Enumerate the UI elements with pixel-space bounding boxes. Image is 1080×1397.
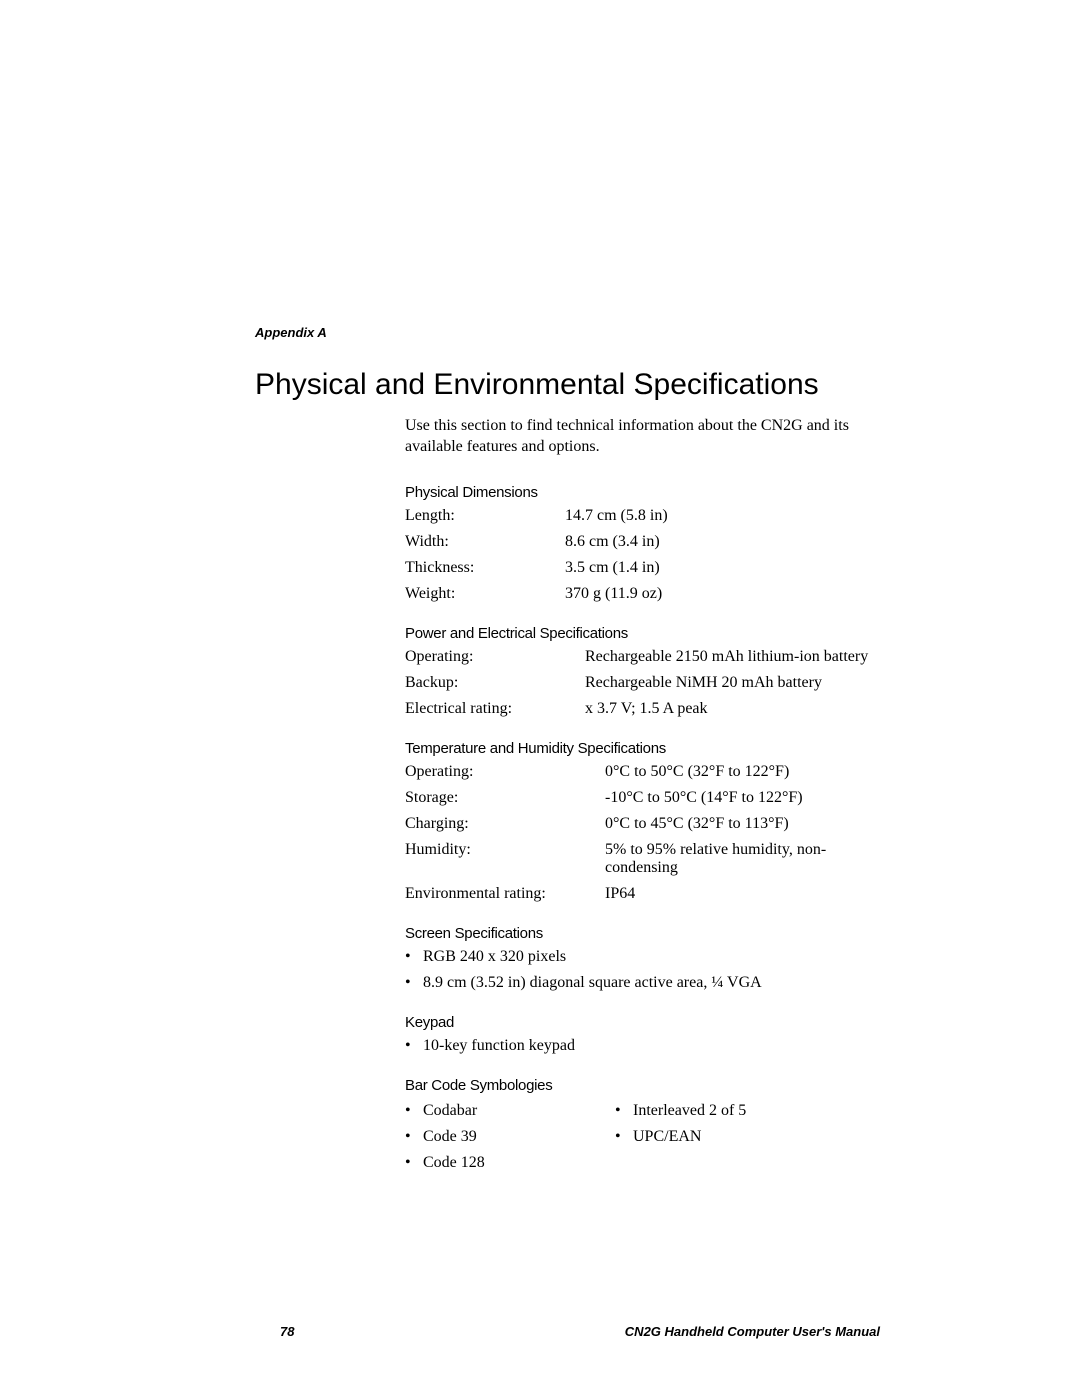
barcode-list-right: Interleaved 2 of 5 UPC/EAN	[615, 1098, 825, 1150]
spec-label: Environmental rating:	[405, 881, 605, 907]
list-item: Interleaved 2 of 5	[615, 1098, 825, 1124]
table-row: Electrical rating: x 3.7 V; 1.5 A peak	[405, 696, 868, 722]
spec-value: x 3.7 V; 1.5 A peak	[585, 696, 868, 722]
spec-label: Width:	[405, 529, 565, 555]
section-heading-power: Power and Electrical Specifications	[405, 625, 880, 642]
list-item: 10-key function keypad	[405, 1033, 880, 1059]
table-row: Charging: 0°C to 45°C (32°F to 113°F)	[405, 811, 880, 837]
list-item: 8.9 cm (3.52 in) diagonal square active …	[405, 970, 880, 996]
page-footer: 78 CN2G Handheld Computer User's Manual	[280, 1324, 880, 1339]
spec-label: Weight:	[405, 581, 565, 607]
section-heading-temp: Temperature and Humidity Specifications	[405, 740, 880, 757]
table-row: Width: 8.6 cm (3.4 in)	[405, 529, 668, 555]
spec-value: 370 g (11.9 oz)	[565, 581, 668, 607]
list-item: Code 39	[405, 1124, 615, 1150]
barcode-columns: Codabar Code 39 Code 128 Interleaved 2 o…	[405, 1096, 880, 1176]
table-row: Length: 14.7 cm (5.8 in)	[405, 503, 668, 529]
page-number: 78	[280, 1324, 294, 1339]
spec-value: Rechargeable NiMH 20 mAh battery	[585, 670, 868, 696]
table-row: Weight: 370 g (11.9 oz)	[405, 581, 668, 607]
barcode-col-left: Codabar Code 39 Code 128	[405, 1096, 615, 1176]
keypad-list: 10-key function keypad	[405, 1033, 880, 1059]
spec-label: Storage:	[405, 785, 605, 811]
list-item: Code 128	[405, 1150, 615, 1176]
page-title: Physical and Environmental Specification…	[255, 368, 880, 402]
temp-table: Operating: 0°C to 50°C (32°F to 122°F) S…	[405, 759, 880, 907]
section-heading-barcode: Bar Code Symbologies	[405, 1077, 880, 1094]
page: Appendix A Physical and Environmental Sp…	[0, 0, 1080, 1397]
table-row: Humidity: 5% to 95% relative humidity, n…	[405, 837, 880, 881]
footer-title: CN2G Handheld Computer User's Manual	[625, 1324, 880, 1339]
barcode-col-right: Interleaved 2 of 5 UPC/EAN	[615, 1096, 825, 1176]
spec-value: 0°C to 50°C (32°F to 122°F)	[605, 759, 880, 785]
spec-value: 8.6 cm (3.4 in)	[565, 529, 668, 555]
spec-label: Length:	[405, 503, 565, 529]
table-row: Backup: Rechargeable NiMH 20 mAh battery	[405, 670, 868, 696]
list-item: Codabar	[405, 1098, 615, 1124]
content-area: Use this section to find technical infor…	[405, 416, 880, 1176]
spec-value: 5% to 95% relative humidity, non-condens…	[605, 837, 880, 881]
list-item: RGB 240 x 320 pixels	[405, 944, 880, 970]
table-row: Environmental rating: IP64	[405, 881, 880, 907]
spec-value: Rechargeable 2150 mAh lithium-ion batter…	[585, 644, 868, 670]
section-heading-physical: Physical Dimensions	[405, 484, 880, 501]
table-row: Operating: 0°C to 50°C (32°F to 122°F)	[405, 759, 880, 785]
spec-label: Thickness:	[405, 555, 565, 581]
spec-value: 0°C to 45°C (32°F to 113°F)	[605, 811, 880, 837]
spec-value: 14.7 cm (5.8 in)	[565, 503, 668, 529]
screen-list: RGB 240 x 320 pixels 8.9 cm (3.52 in) di…	[405, 944, 880, 996]
spec-label: Operating:	[405, 759, 605, 785]
table-row: Storage: -10°C to 50°C (14°F to 122°F)	[405, 785, 880, 811]
spec-value: IP64	[605, 881, 880, 907]
list-item: UPC/EAN	[615, 1124, 825, 1150]
table-row: Thickness: 3.5 cm (1.4 in)	[405, 555, 668, 581]
spec-label: Operating:	[405, 644, 585, 670]
appendix-label: Appendix A	[255, 325, 880, 340]
spec-label: Charging:	[405, 811, 605, 837]
spec-label: Backup:	[405, 670, 585, 696]
spec-label: Humidity:	[405, 837, 605, 881]
section-heading-keypad: Keypad	[405, 1014, 880, 1031]
section-heading-screen: Screen Specifications	[405, 925, 880, 942]
physical-table: Length: 14.7 cm (5.8 in) Width: 8.6 cm (…	[405, 503, 668, 607]
spec-label: Electrical rating:	[405, 696, 585, 722]
spec-value: 3.5 cm (1.4 in)	[565, 555, 668, 581]
intro-text: Use this section to find technical infor…	[405, 416, 880, 458]
spec-value: -10°C to 50°C (14°F to 122°F)	[605, 785, 880, 811]
table-row: Operating: Rechargeable 2150 mAh lithium…	[405, 644, 868, 670]
power-table: Operating: Rechargeable 2150 mAh lithium…	[405, 644, 868, 722]
barcode-list-left: Codabar Code 39 Code 128	[405, 1098, 615, 1176]
